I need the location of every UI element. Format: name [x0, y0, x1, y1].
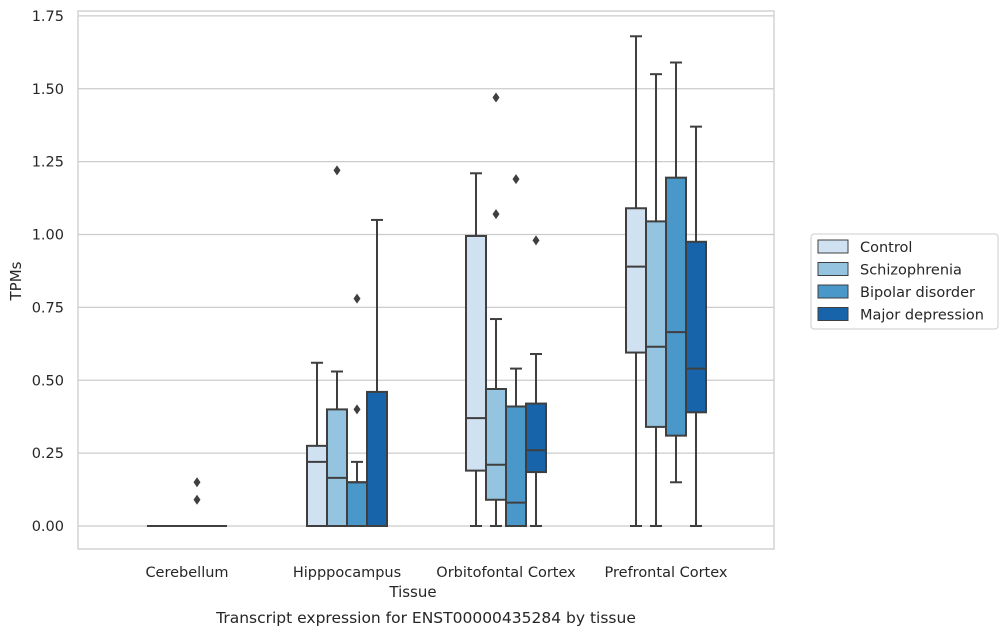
box-0-1: [306, 361, 328, 527]
box-1-3: [645, 73, 667, 527]
x-tick-label: Hipppocampus: [293, 565, 401, 581]
outlier-point: [193, 494, 201, 505]
box-body: [685, 240, 707, 414]
box-body: [505, 405, 527, 527]
legend-swatch: [817, 284, 849, 299]
legend-swatch: [817, 307, 849, 321]
chart-caption: Transcript expression for ENST0000043528…: [215, 609, 636, 627]
box-0-3: [625, 35, 647, 527]
outlier-point: [193, 477, 201, 488]
box-body: [665, 176, 687, 437]
x-axis-title: Tissue: [388, 583, 436, 601]
box-layer: [147, 35, 707, 527]
box-body: [645, 220, 667, 428]
legend-swatch: [817, 262, 849, 276]
y-tick-label: 1.75: [32, 9, 64, 25]
legend-label: Major depression: [860, 308, 984, 324]
box-body: [306, 444, 328, 527]
y-tick-label: 0.50: [32, 373, 64, 389]
y-tick-label: 0.75: [32, 300, 64, 316]
box-3-1: [366, 218, 388, 527]
y-tick-label: 1.25: [32, 155, 64, 171]
x-tick-label: Prefrontal Cortex: [605, 565, 728, 581]
tick-labels: 0.00 0.25 0.50 0.75 1.00 1.25 1.50 1.75 Cerebell…: [32, 9, 728, 581]
box-body: [485, 387, 507, 501]
legend-label: Bipolar disorder: [860, 285, 975, 301]
box-2-3: [665, 61, 687, 484]
y-tick-label: 1.00: [32, 228, 64, 244]
y-tick-label: 0.00: [32, 519, 64, 535]
outlier-point: [492, 92, 500, 103]
y-tick-label: 0.25: [32, 446, 64, 462]
box-2-1: [346, 293, 368, 527]
box-body: [326, 408, 348, 527]
legend: Control Schizophrenia Bipolar disorder Majo…: [810, 233, 999, 330]
box-1-2: [485, 92, 507, 527]
box-0-2: [465, 172, 487, 527]
outlier-point: [353, 404, 361, 415]
outlier-point: [512, 174, 520, 185]
outlier-point: [492, 209, 500, 220]
outlier-point: [532, 235, 540, 246]
box-body: [346, 481, 368, 527]
legend-label: Control: [860, 240, 912, 256]
legend-swatch: [817, 239, 849, 254]
box-3-2: [525, 235, 547, 527]
outlier-point: [353, 293, 361, 304]
box-1-1: [326, 165, 348, 527]
legend-frame: [810, 233, 999, 330]
box-body: [366, 390, 388, 527]
x-tick-label: Cerebellum: [145, 565, 228, 581]
y-axis-title: TPMs: [7, 261, 25, 301]
outlier-point: [333, 165, 341, 176]
box-2-0: [187, 477, 207, 527]
box-3-3: [685, 125, 707, 527]
legend-label: Schizophrenia: [860, 263, 962, 279]
box-body: [525, 402, 547, 474]
box-2-2: [505, 174, 527, 527]
box-body: [625, 207, 647, 354]
y-tick-label: 1.50: [32, 82, 64, 98]
box-body: [465, 234, 487, 472]
plot-frame: [77, 10, 775, 550]
x-tick-label: Orbitofontal Cortex: [436, 565, 576, 581]
gridlines: [78, 15, 774, 527]
